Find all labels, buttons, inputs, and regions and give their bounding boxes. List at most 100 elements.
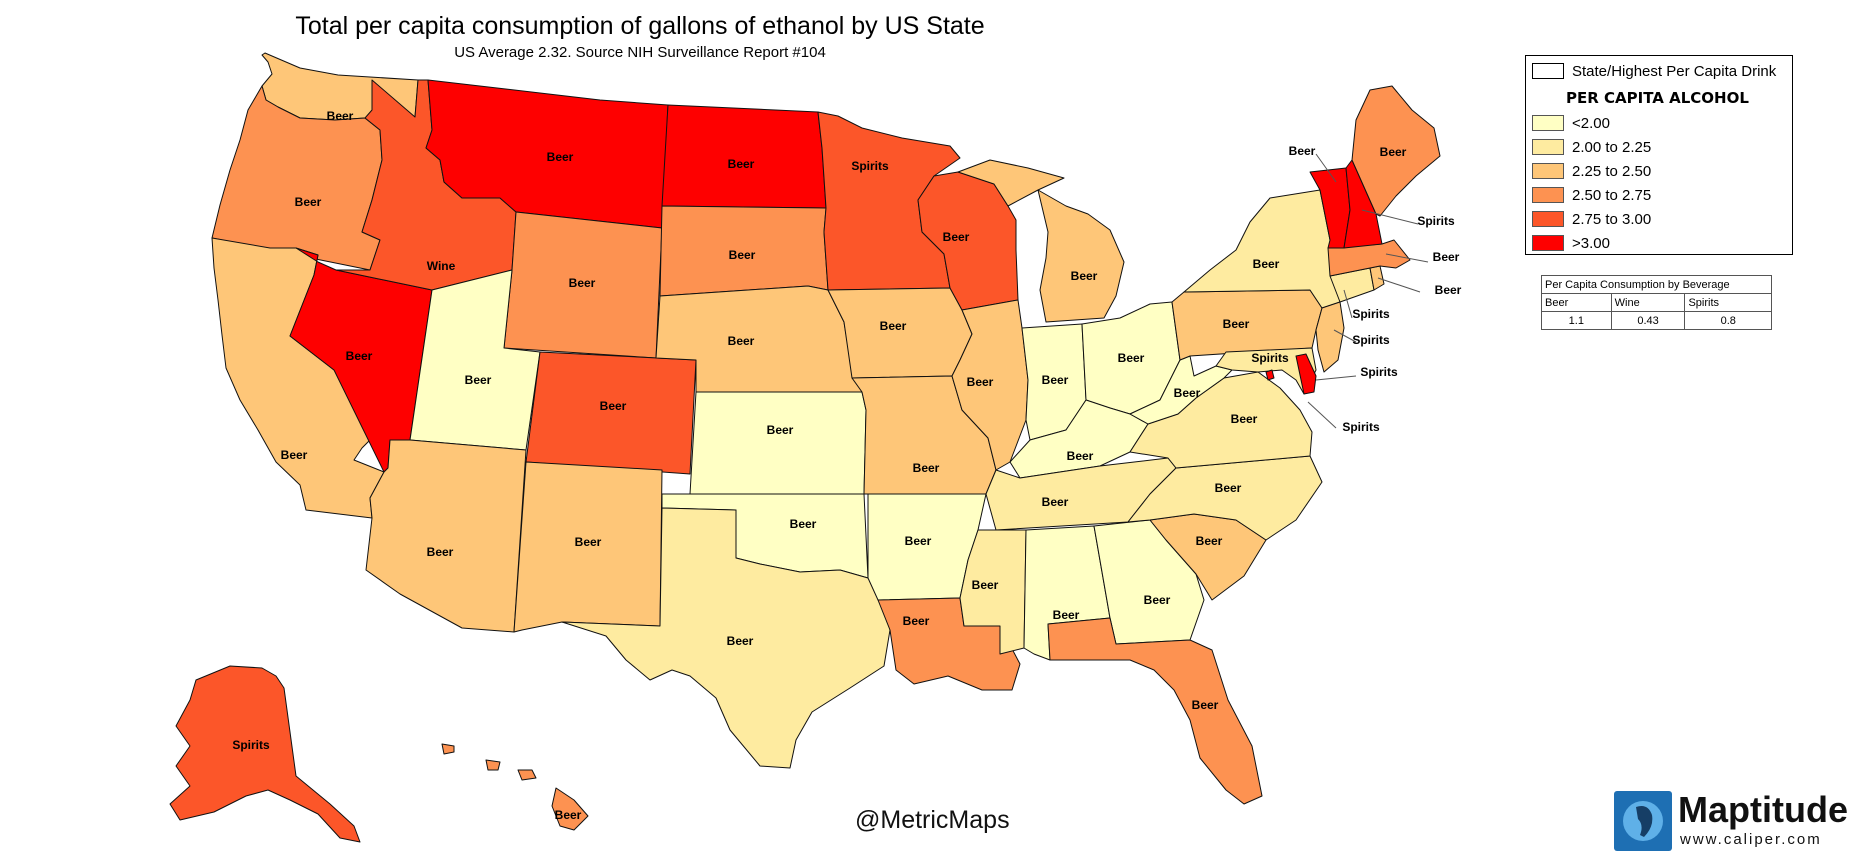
- state-label-MA: Beer: [1433, 250, 1460, 264]
- state-label-GA: Beer: [1144, 593, 1171, 607]
- legend-state-swatch: [1532, 63, 1564, 79]
- legend-class-label: 2.50 to 2.75: [1572, 186, 1652, 204]
- maptitude-logo-icon: [1614, 791, 1672, 851]
- state-label-WA: Beer: [327, 109, 354, 123]
- legend-swatch: [1532, 139, 1564, 155]
- state-CO[interactable]: [525, 351, 697, 475]
- map-subtitle: US Average 2.32. Source NIH Surveillance…: [454, 44, 826, 61]
- state-label-NE: Beer: [728, 334, 755, 348]
- state-WY[interactable]: [503, 211, 663, 359]
- legend-swatch: [1532, 163, 1564, 179]
- legend-header-row: State/Highest Per Capita Drink: [1532, 61, 1776, 81]
- state-label-DC: Spirits: [1251, 351, 1289, 365]
- state-label-AR: Beer: [905, 534, 932, 548]
- state-label-FL: Beer: [1192, 698, 1219, 712]
- state-label-OH: Beer: [1118, 351, 1145, 365]
- legend-class-row: 2.75 to 3.00: [1532, 209, 1651, 229]
- state-label-AL: Beer: [1053, 608, 1080, 622]
- legend-class-row: 2.00 to 2.25: [1532, 137, 1651, 157]
- beverage-table: Per Capita Consumption by Beverage Beer …: [1541, 275, 1772, 330]
- state-MT[interactable]: [425, 79, 669, 229]
- state-label-NH: Spirits: [1417, 214, 1455, 228]
- state-label-LA: Beer: [903, 614, 930, 628]
- state-label-MN: Spirits: [851, 159, 889, 173]
- legend-swatch: [1532, 235, 1564, 251]
- legend-class-row: 2.25 to 2.50: [1532, 161, 1651, 181]
- social-handle: @MetricMaps: [855, 806, 1010, 834]
- state-label-IL: Beer: [967, 375, 994, 389]
- state-AZ[interactable]: [365, 439, 527, 633]
- legend-class-row: >3.00: [1532, 233, 1610, 253]
- state-label-ME: Beer: [1380, 145, 1407, 159]
- state-label-CA: Beer: [281, 448, 308, 462]
- state-DE[interactable]: [1295, 353, 1317, 395]
- legend-class-label: <2.00: [1572, 114, 1610, 132]
- state-TX[interactable]: [561, 507, 891, 769]
- state-FL[interactable]: [1047, 617, 1263, 805]
- state-HI-oahu[interactable]: [485, 759, 501, 771]
- state-label-AZ: Beer: [427, 545, 454, 559]
- state-label-MS: Beer: [972, 578, 999, 592]
- state-label-IN: Beer: [1042, 373, 1069, 387]
- state-WI[interactable]: [917, 171, 1019, 311]
- state-MA[interactable]: [1327, 239, 1411, 277]
- state-AK[interactable]: [169, 665, 361, 843]
- state-label-MI: Beer: [1071, 269, 1098, 283]
- state-label-CO: Beer: [600, 399, 627, 413]
- legend-class-row: <2.00: [1532, 113, 1610, 133]
- map-title: Total per capita consumption of gallons …: [295, 12, 985, 40]
- state-label-KY: Beer: [1067, 449, 1094, 463]
- state-label-TX: Beer: [727, 634, 754, 648]
- beverage-value-wine: 0.43: [1610, 311, 1686, 330]
- state-label-PA: Beer: [1223, 317, 1250, 331]
- beverage-header-beer: Beer: [1541, 293, 1612, 312]
- state-label-NV: Beer: [346, 349, 373, 363]
- state-label-NY: Beer: [1253, 257, 1280, 271]
- state-MI-UP[interactable]: [957, 159, 1065, 207]
- legend-class-label: >3.00: [1572, 234, 1610, 252]
- state-ME[interactable]: [1351, 85, 1441, 217]
- state-HI-big[interactable]: [551, 787, 589, 831]
- state-label-MT: Beer: [547, 150, 574, 164]
- legend-class-row: 2.50 to 2.75: [1532, 185, 1651, 205]
- maptitude-logo-name: Maptitude: [1678, 789, 1848, 830]
- legend-class-label: 2.25 to 2.50: [1572, 162, 1652, 180]
- state-label-OK: Beer: [790, 517, 817, 531]
- state-label-NJ: Spirits: [1352, 333, 1390, 347]
- state-label-TN: Beer: [1042, 495, 1069, 509]
- legend-heading: PER CAPITA ALCOHOL: [1566, 89, 1749, 107]
- state-label-NC: Beer: [1215, 481, 1242, 495]
- state-DC[interactable]: [1265, 369, 1275, 381]
- state-label-SD: Beer: [729, 248, 756, 262]
- state-label-VT: Beer: [1289, 144, 1316, 158]
- state-label-UT: Beer: [465, 373, 492, 387]
- maptitude-logo-url: www.caliper.com: [1680, 831, 1822, 848]
- state-HI-maui[interactable]: [517, 769, 537, 781]
- state-NC[interactable]: [1127, 455, 1323, 541]
- state-label-ID: Wine: [427, 259, 456, 273]
- state-label-AK: Spirits: [232, 738, 270, 752]
- legend-class-label: 2.75 to 3.00: [1572, 210, 1652, 228]
- legend-class-label: 2.00 to 2.25: [1572, 138, 1652, 156]
- state-label-SC: Beer: [1196, 534, 1223, 548]
- beverage-value-beer: 1.1: [1541, 311, 1612, 330]
- state-label-CT: Spirits: [1352, 307, 1390, 321]
- state-HI-kauai[interactable]: [441, 743, 455, 755]
- state-label-KS: Beer: [767, 423, 794, 437]
- state-NJ[interactable]: [1315, 301, 1345, 373]
- state-KS[interactable]: [689, 391, 867, 495]
- state-label-MO: Beer: [913, 461, 940, 475]
- beverage-value-spirits: 0.8: [1684, 311, 1772, 330]
- state-label-RI: Beer: [1435, 283, 1462, 297]
- state-label-NM: Beer: [575, 535, 602, 549]
- maptitude-logo: Maptitude www.caliper.com: [1614, 789, 1856, 853]
- state-NY[interactable]: [1183, 189, 1341, 309]
- map-legend: State/Highest Per Capita Drink PER CAPIT…: [1525, 55, 1793, 255]
- state-label-MD: Spirits: [1342, 420, 1380, 434]
- state-IA[interactable]: [827, 287, 973, 379]
- legend-swatch: [1532, 187, 1564, 203]
- leader-lines: [1307, 153, 1429, 429]
- state-MI[interactable]: [1037, 189, 1125, 323]
- legend-swatch: [1532, 211, 1564, 227]
